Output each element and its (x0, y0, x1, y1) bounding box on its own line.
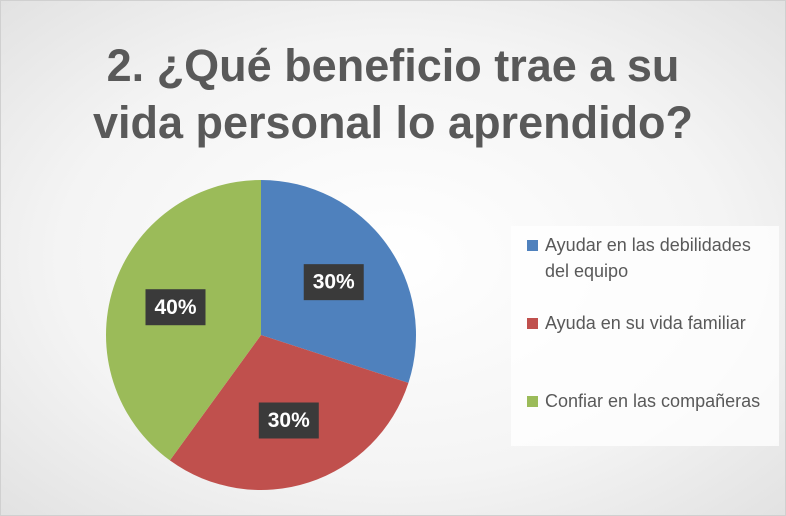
data-label: 40% (154, 296, 196, 319)
chart-title: 2. ¿Qué beneficio trae a su vida persona… (92, 40, 694, 148)
legend-entry: Ayuda en su vida familiar (527, 310, 775, 336)
legend-swatch (527, 240, 538, 251)
legend: Ayudar en las debilidades del equipo Ayud… (511, 226, 779, 446)
legend-label: Confiar en las compañeras (545, 391, 761, 411)
data-label: 30% (268, 409, 310, 432)
legend-swatch (527, 318, 538, 329)
data-label: 30% (313, 271, 355, 294)
data-label-box (145, 289, 206, 326)
data-label-box (258, 402, 319, 439)
legend-entry: Ayudar en las debilidades del equipo (527, 232, 775, 284)
legend-label: Ayuda en su vida familiar (545, 313, 746, 333)
legend-label: Ayudar en las debilidades del equipo (545, 235, 751, 281)
data-label-box (303, 264, 364, 301)
legend-entry: Confiar en las compañeras (527, 388, 775, 414)
legend-swatch (527, 396, 538, 407)
